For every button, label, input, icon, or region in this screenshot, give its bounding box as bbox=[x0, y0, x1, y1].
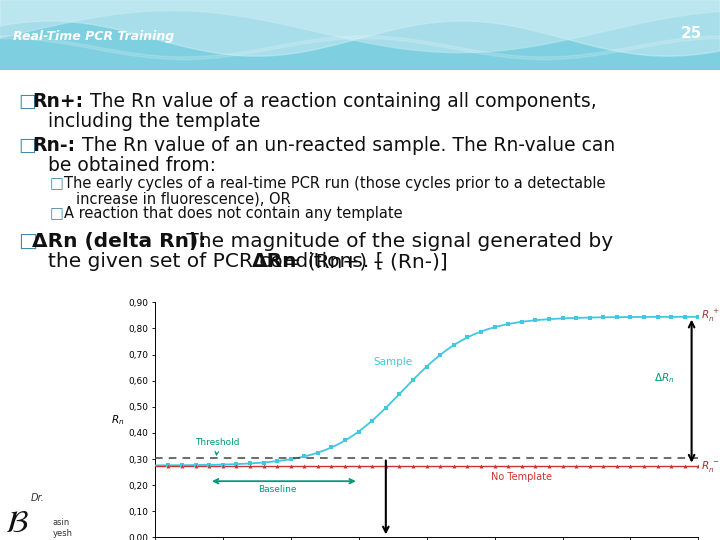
Text: Dr.: Dr. bbox=[30, 493, 44, 503]
Text: $R_n^{\ +}$: $R_n^{\ +}$ bbox=[701, 307, 720, 323]
Y-axis label: $R_n$: $R_n$ bbox=[111, 413, 124, 427]
Text: The early cycles of a real-time PCR run (those cycles prior to a detectable: The early cycles of a real-time PCR run … bbox=[64, 176, 606, 191]
Text: The Rn value of a reaction containing all components,: The Rn value of a reaction containing al… bbox=[84, 92, 597, 111]
Text: Sample: Sample bbox=[373, 357, 412, 367]
Text: The Rn value of an un-reacted sample. The Rn-value can: The Rn value of an un-reacted sample. Th… bbox=[82, 136, 616, 155]
Text: $\Delta R_n$: $\Delta R_n$ bbox=[654, 371, 675, 385]
Text: Baseline: Baseline bbox=[258, 485, 297, 494]
Text: ΔRn (delta Rn):: ΔRn (delta Rn): bbox=[32, 232, 206, 251]
Text: $R_n^{\ -}$: $R_n^{\ -}$ bbox=[701, 460, 720, 474]
Text: ΔRn: ΔRn bbox=[252, 252, 297, 271]
Text: 25: 25 bbox=[680, 26, 702, 41]
Text: The magnitude of the signal generated by: The magnitude of the signal generated by bbox=[180, 232, 613, 251]
Text: □: □ bbox=[18, 232, 37, 251]
Text: □: □ bbox=[50, 176, 64, 191]
Text: Rn+:: Rn+: bbox=[32, 92, 83, 111]
Text: including the template: including the template bbox=[48, 112, 261, 131]
Text: □: □ bbox=[18, 136, 36, 155]
Text: = (Rn+) – (Rn-)]: = (Rn+) – (Rn-)] bbox=[278, 252, 448, 271]
Text: the given set of PCR conditions. [: the given set of PCR conditions. [ bbox=[48, 252, 384, 271]
Text: Threshold: Threshold bbox=[196, 438, 240, 455]
Text: □: □ bbox=[18, 92, 36, 111]
Text: be obtained from:: be obtained from: bbox=[48, 156, 216, 175]
Text: □: □ bbox=[50, 206, 64, 221]
Text: $\mathcal{B}$: $\mathcal{B}$ bbox=[5, 509, 29, 538]
Text: No Template: No Template bbox=[491, 472, 552, 482]
Text: Rn-:: Rn-: bbox=[32, 136, 75, 155]
Text: A reaction that does not contain any template: A reaction that does not contain any tem… bbox=[64, 206, 402, 221]
Text: Real-Time PCR Training: Real-Time PCR Training bbox=[13, 30, 174, 43]
Text: asin
yesh: asin yesh bbox=[53, 518, 73, 538]
Text: increase in fluorescence), OR: increase in fluorescence), OR bbox=[76, 191, 291, 206]
